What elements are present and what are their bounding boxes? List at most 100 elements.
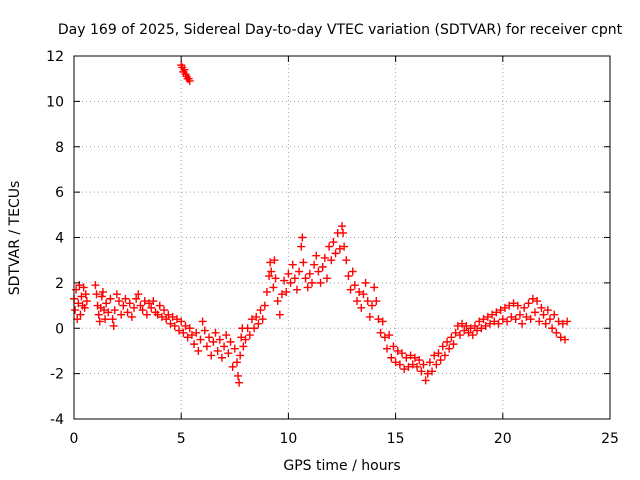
data-point-marker [357, 303, 366, 312]
data-point-marker [464, 328, 473, 337]
data-point-marker [310, 260, 319, 269]
x-tick-label: 15 [387, 431, 405, 447]
data-point-marker [500, 303, 509, 312]
data-point-marker [391, 358, 400, 367]
data-point-marker [509, 299, 518, 308]
data-point-marker [183, 333, 192, 342]
x-tick-label: 5 [177, 431, 186, 447]
data-point-marker [460, 326, 469, 335]
data-point-marker [560, 335, 569, 344]
data-point-marker [74, 299, 83, 308]
data-point-marker [271, 274, 280, 283]
data-point-marker [166, 319, 175, 328]
data-point-marker [428, 367, 437, 376]
data-point-marker [298, 233, 307, 242]
data-point-marker [142, 310, 151, 319]
data-point-marker [322, 274, 331, 283]
data-point-marker [432, 360, 441, 369]
data-point-marker [537, 303, 546, 312]
data-point-marker [479, 315, 488, 324]
data-point-marker [236, 351, 245, 360]
data-point-marker [385, 331, 394, 340]
data-point-marker [207, 351, 216, 360]
data-point-marker [329, 238, 338, 247]
data-point-marker [202, 342, 211, 351]
data-point-marker [180, 65, 189, 74]
data-point-marker [209, 337, 218, 346]
data-point-marker [104, 308, 113, 317]
data-point-marker [455, 331, 464, 340]
data-point-marker [535, 317, 544, 326]
data-point-marker [503, 317, 512, 326]
data-point-marker [97, 292, 106, 301]
data-point-marker [348, 267, 357, 276]
data-point-marker [406, 351, 415, 360]
data-point-marker [312, 251, 321, 260]
data-point-marker [286, 278, 295, 287]
y-tick-label: -2 [50, 367, 64, 383]
data-point-marker [232, 358, 241, 367]
data-point-marker [325, 242, 334, 251]
data-point-marker [485, 319, 494, 328]
data-point-marker [192, 328, 201, 337]
data-point-marker [346, 285, 355, 294]
data-point-marker [269, 283, 278, 292]
data-point-marker [121, 294, 130, 303]
x-tick-label: 25 [601, 431, 619, 447]
data-point-marker [119, 301, 128, 310]
data-point-marker [443, 337, 452, 346]
data-point-marker [419, 360, 428, 369]
data-point-marker [81, 290, 90, 299]
data-point-marker [543, 306, 552, 315]
data-point-marker [515, 310, 524, 319]
data-point-marker [170, 321, 179, 330]
data-point-marker [297, 242, 306, 251]
data-point-marker [376, 328, 385, 337]
data-point-marker [106, 294, 115, 303]
data-point-marker [400, 365, 409, 374]
data-point-marker [398, 349, 407, 358]
data-point-marker [449, 340, 458, 349]
data-point-marker [200, 326, 209, 335]
data-point-marker [179, 328, 188, 337]
data-point-marker [389, 342, 398, 351]
data-point-marker [301, 274, 310, 283]
data-point-marker [123, 308, 132, 317]
data-point-marker [235, 378, 244, 387]
data-point-marker [353, 297, 362, 306]
data-point-marker [275, 310, 284, 319]
axis-ticks: 0 5 10 15 20 25 -4 -2 0 2 4 6 8 10 12 [46, 49, 619, 447]
data-point-marker [185, 324, 194, 333]
data-point-marker [528, 294, 537, 303]
data-point-marker [408, 360, 417, 369]
data-point-marker [284, 269, 293, 278]
data-point-marker [239, 342, 248, 351]
data-point-marker [372, 297, 381, 306]
data-point-marker [132, 294, 141, 303]
data-point-marker [138, 306, 147, 315]
data-point-marker [164, 310, 173, 319]
data-point-marker [185, 76, 194, 85]
data-point-marker [160, 306, 169, 315]
data-point-marker [387, 353, 396, 362]
data-point-marker [299, 258, 308, 267]
data-point-marker [395, 360, 404, 369]
data-point-marker [76, 310, 85, 319]
data-point-marker [488, 310, 497, 319]
data-point-marker [513, 301, 522, 310]
data-point-marker [77, 292, 86, 301]
data-point-marker [157, 312, 166, 321]
data-point-marker [230, 344, 239, 353]
y-tick-label: 12 [46, 49, 64, 65]
data-point-marker [363, 297, 372, 306]
data-point-marker [228, 362, 237, 371]
x-axis-label: GPS time / hours [283, 458, 400, 474]
data-point-marker [92, 290, 101, 299]
data-point-marker [340, 242, 349, 251]
data-point-marker [393, 346, 402, 355]
data-point-marker [327, 256, 336, 265]
data-point-marker [496, 306, 505, 315]
y-tick-label: 4 [55, 231, 64, 247]
data-point-marker [548, 324, 557, 333]
data-point-marker [342, 256, 351, 265]
